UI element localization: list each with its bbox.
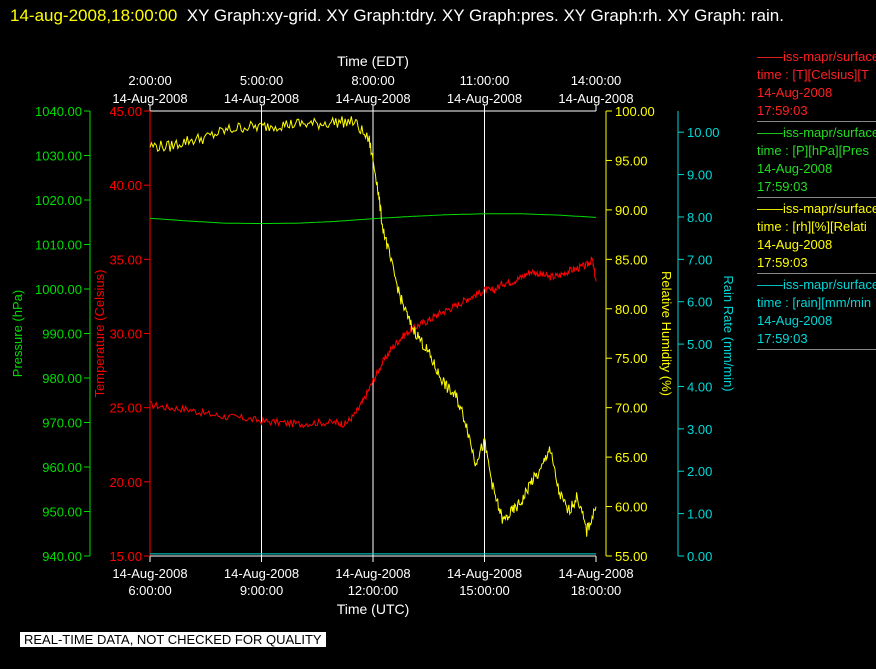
legend-name: ——iss-mapr/surface [757,49,876,64]
humidity-tick-label: 75.00 [615,351,648,366]
x-tick-label-time: 9:00:00 [240,583,283,598]
humidity-tick-label: 90.00 [615,203,648,218]
legend-entry: ——iss-mapr/surface time : [rh][%][Relati 1… [757,200,876,274]
pressure-series-line [149,213,597,225]
pressure-tick-label: 1040.00 [35,104,82,119]
humidity-tick-label: 85.00 [615,252,648,267]
legend-var: time : [rain][mm/min [757,295,872,310]
temperature-tick-label: 30.00 [109,327,142,342]
pressure-tick-label: 950.00 [42,505,82,520]
humidity-tick-label: 80.00 [615,302,648,317]
quality-notice: REAL-TIME DATA, NOT CHECKED FOR QUALITY [20,632,326,647]
pressure-tick-label: 1000.00 [35,282,82,297]
temperature-tick-label: 20.00 [109,475,142,490]
x-top-tick-label-date: 14-Aug-2008 [558,91,633,106]
legend-var: time : [P][hPa][Pres [757,143,869,158]
legend-name: ——iss-mapr/surface [757,277,876,292]
x-top-tick-label-time: 8:00:00 [351,73,394,88]
x-tick-label-date: 14-Aug-2008 [447,566,522,581]
pressure-tick-label: 940.00 [42,549,82,564]
legend-name: ——iss-mapr/surface [757,201,876,216]
pressure-tick-label: 970.00 [42,416,82,431]
x-top-tick-label-time: 11:00:00 [460,73,510,88]
legend-time: 17:59:03 [757,331,808,346]
legend-date: 14-Aug-2008 [757,161,833,176]
rain-tick-label: 3.00 [687,422,712,437]
humidity-tick-label: 70.00 [615,401,648,416]
humidity-series-line [149,116,597,537]
x-top-tick-label-time: 2:00:00 [128,73,171,88]
rain-tick-label: 10.00 [687,125,720,140]
pressure-tick-label: 980.00 [42,371,82,386]
x-tick-label-time: 15:00:00 [459,583,510,598]
x-top-tick-label-date: 14-Aug-2008 [447,91,522,106]
legend-time: 17:59:03 [757,255,808,270]
x-top-tick-label-time: 14:00:00 [571,73,622,88]
x-tick-label-time: 6:00:00 [128,583,171,598]
header: 14-aug-2008,18:00:00 XY Graph:xy-grid. X… [10,2,860,29]
temperature-tick-label: 35.00 [109,252,142,267]
rain-tick-label: 4.00 [687,379,712,394]
legend-time: 17:59:03 [757,103,808,118]
rain-tick-label: 8.00 [687,210,712,225]
humidity-tick-label: 60.00 [615,500,648,515]
rain-tick-label: 6.00 [687,295,712,310]
header-timestamp: 14-aug-2008,18:00:00 [10,6,178,25]
legend-var: time : [T][Celsius][T [757,67,869,82]
x-tick-label-date: 14-Aug-2008 [335,566,410,581]
rain-tick-label: 2.00 [687,464,712,479]
rain-tick-label: 9.00 [687,168,712,183]
legend: ——iss-mapr/surface time : [T][Celsius][T 1… [757,48,876,352]
x-tick-label-date: 14-Aug-2008 [558,566,633,581]
x-top-tick-label-date: 14-Aug-2008 [112,91,187,106]
pressure-tick-label: 1010.00 [35,238,82,253]
x-axis-label-bottom: Time (UTC) [337,601,410,617]
legend-date: 14-Aug-2008 [757,237,833,252]
temperature-tick-label: 40.00 [109,178,142,193]
pressure-tick-label: 1030.00 [35,149,82,164]
temperature-axis-label: Temperature (Celsius) [92,270,107,398]
x-top-tick-label-time: 5:00:00 [240,73,283,88]
legend-time: 17:59:03 [757,179,808,194]
temperature-tick-label: 45.00 [109,104,142,119]
temperature-series-line [150,256,597,429]
humidity-tick-label: 55.00 [615,549,648,564]
humidity-tick-label: 65.00 [615,450,648,465]
legend-entry: ——iss-mapr/surface time : [T][Celsius][T 1… [757,48,876,122]
header-graph-titles: XY Graph:xy-grid. XY Graph:tdry. XY Grap… [186,6,784,25]
x-top-tick-label-date: 14-Aug-2008 [335,91,410,106]
rain-tick-label: 1.00 [687,507,712,522]
legend-date: 14-Aug-2008 [757,85,833,100]
x-axis-label-top: Time (EDT) [337,53,409,69]
pressure-tick-label: 1020.00 [35,193,82,208]
rain-tick-label: 7.00 [687,252,712,267]
legend-date: 14-Aug-2008 [757,313,833,328]
x-tick-label-date: 14-Aug-2008 [224,566,299,581]
x-tick-label-date: 14-Aug-2008 [112,566,187,581]
legend-var: time : [rh][%][Relati [757,219,867,234]
legend-name: ——iss-mapr/surface [757,125,876,140]
rain-axis-label: Rain Rate (mm/min) [721,275,736,391]
pressure-tick-label: 960.00 [42,460,82,475]
pressure-tick-label: 990.00 [42,327,82,342]
x-tick-label-time: 18:00:00 [571,583,622,598]
humidity-tick-label: 100.00 [615,104,655,119]
temperature-tick-label: 25.00 [109,401,142,416]
rain-tick-label: 0.00 [687,549,712,564]
legend-entry: ——iss-mapr/surface time : [P][hPa][Pres 14… [757,124,876,198]
humidity-tick-label: 95.00 [615,153,648,168]
x-top-tick-label-date: 14-Aug-2008 [224,91,299,106]
rain-tick-label: 5.00 [687,337,712,352]
legend-entry: ——iss-mapr/surface time : [rain][mm/min 14… [757,276,876,350]
temperature-tick-label: 15.00 [109,549,142,564]
humidity-axis-label: Relative Humidity (%) [659,271,674,396]
pressure-axis-label: Pressure (hPa) [10,290,25,377]
x-tick-label-time: 12:00:00 [348,583,399,598]
